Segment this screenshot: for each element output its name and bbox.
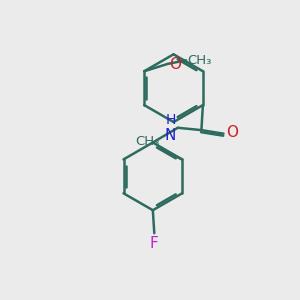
Text: O: O <box>169 57 181 72</box>
Text: N: N <box>165 128 176 143</box>
Text: H: H <box>166 112 176 127</box>
Text: F: F <box>150 236 159 250</box>
Text: O: O <box>226 125 238 140</box>
Text: CH₃: CH₃ <box>187 54 211 67</box>
Text: CH₃: CH₃ <box>135 135 160 148</box>
